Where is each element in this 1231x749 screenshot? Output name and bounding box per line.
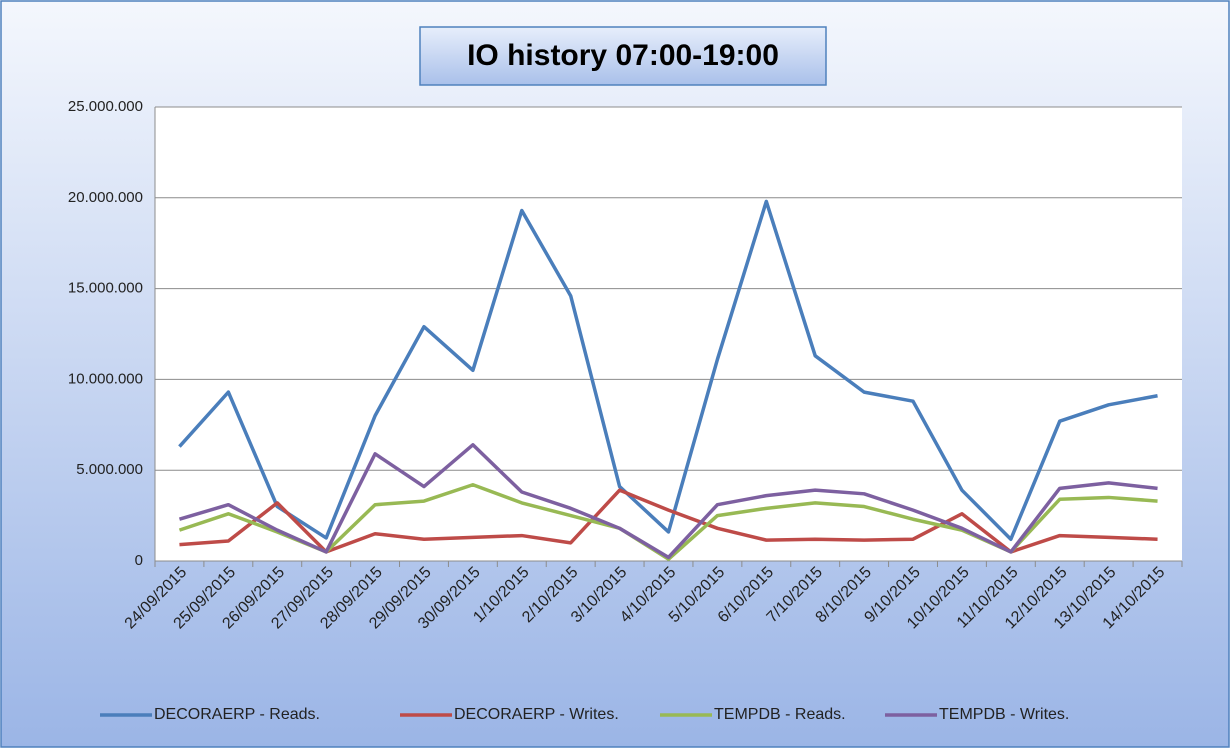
series-line	[178, 199, 1158, 541]
title-box	[419, 26, 827, 86]
y-tick-label: 25.000.000	[68, 98, 143, 115]
y-tick-label: 20.000.000	[68, 189, 143, 206]
legend-label: DECORAERP - Reads.	[154, 706, 320, 723]
y-tick-label: 5.000.000	[76, 461, 143, 478]
legend-label: TEMPDB - Reads.	[714, 706, 846, 723]
y-tick-label: 15.000.000	[68, 280, 143, 297]
y-tick-label: 10.000.000	[68, 370, 143, 387]
legend-label: DECORAERP - Writes.	[454, 706, 619, 723]
series-line	[179, 488, 1158, 554]
series-line	[178, 443, 1158, 560]
y-tick-label: 0	[135, 552, 143, 569]
chart-title: IO history 07:00-19:00	[467, 39, 779, 72]
legend-label: TEMPDB - Writes.	[939, 706, 1069, 723]
plot-area	[155, 107, 1182, 561]
